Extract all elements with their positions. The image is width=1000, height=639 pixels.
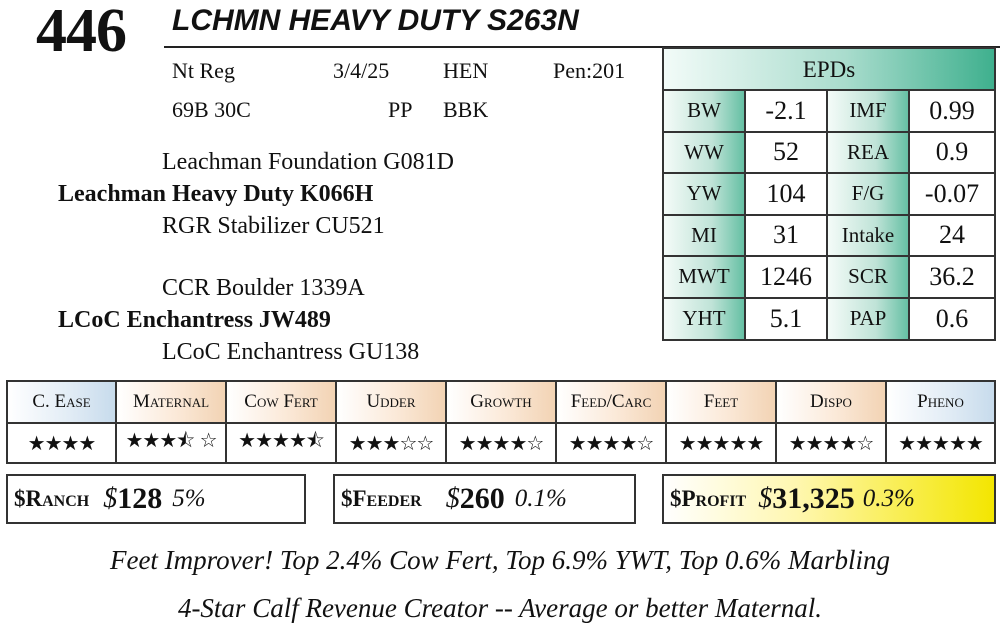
epd-label-fg: F/G [828, 174, 910, 216]
epd-value-bw: -2.1 [746, 91, 828, 133]
trait-label-growth: Growth [447, 382, 557, 422]
epd-label-mwt: MWT [664, 257, 746, 299]
epd-value-imf: 0.99 [910, 91, 994, 133]
pedigree-sire: Leachman Heavy Duty K066H [58, 181, 374, 207]
pedigree-dam-sire: CCR Boulder 1339A [162, 275, 365, 301]
epd-label-pap: PAP [828, 298, 910, 339]
epd-title: EPDs [664, 49, 994, 91]
feeder-value: 260 [459, 482, 505, 515]
trait-label-dispo: Dispo [777, 382, 887, 422]
epd-value-mwt: 1246 [746, 257, 828, 299]
feeder-dollar-sign: $ [445, 483, 460, 514]
polled-status: PP [388, 97, 413, 122]
profit-dollar-sign: $ [758, 483, 773, 514]
registration: Nt Reg [172, 58, 235, 83]
pedigree-dam-dam: LCoC Enchantress GU138 [162, 339, 420, 365]
pen-number: Pen:201 [553, 58, 626, 83]
epd-value-rea: 0.9 [910, 132, 994, 174]
pedigree-dam: LCoC Enchantress JW489 [58, 307, 331, 333]
feeder-value-box: $Feeder $ 260 0.1% [333, 474, 636, 524]
highlight-note-1: Feet Improver! Top 2.4% Cow Fert, Top 6.… [109, 545, 891, 575]
tag-number: 69B 30C [172, 97, 251, 122]
profit-value-box: $Profit $ 31,325 0.3% [662, 474, 996, 524]
epd-label-yw: YW [664, 174, 746, 216]
animal-name: LCHMN HEAVY DUTY S263N [172, 4, 579, 37]
epd-value-fg: -0.07 [910, 174, 994, 216]
trait-stars-udder: ★★★☆☆ [337, 422, 447, 462]
pedigree-sire-sire: Leachman Foundation G081D [162, 149, 454, 175]
profit-label: $Profit [670, 486, 747, 511]
coat-color: BBK [443, 97, 489, 122]
profit-value: 31,325 [772, 482, 855, 515]
feeder-percentile: 0.1% [514, 485, 567, 512]
ranch-dollar-sign: $ [103, 483, 118, 514]
trait-label-cow-fert: Cow Fert [227, 382, 337, 422]
trait-label-udder: Udder [337, 382, 447, 422]
epd-value-yw: 104 [746, 174, 828, 216]
ranch-value: 128 [117, 482, 163, 515]
trait-stars-cow-fert: ★★★★⯪ [227, 422, 337, 462]
epd-label-mi: MI [664, 215, 746, 257]
epd-value-mi: 31 [746, 215, 828, 257]
profit-percentile: 0.3% [862, 485, 915, 512]
epd-value-ww: 52 [746, 132, 828, 174]
epd-value-intake: 24 [910, 215, 994, 257]
trait-stars-growth: ★★★★☆ [447, 422, 557, 462]
trait-stars-maternal: ★★★⯪ ☆ [117, 422, 227, 462]
trait-label-maternal: Maternal [117, 382, 227, 422]
trait-stars-c-ease: ★★★★ [8, 422, 117, 462]
trait-stars-feet: ★★★★★ [667, 422, 777, 462]
lot-number: 446 [36, 0, 127, 65]
trait-label-feet: Feet [667, 382, 777, 422]
epd-label-yht: YHT [664, 298, 746, 339]
trait-stars-pheno: ★★★★★ [887, 422, 994, 462]
epd-label-imf: IMF [828, 91, 910, 133]
epd-value-yht: 5.1 [746, 298, 828, 339]
epd-label-rea: REA [828, 132, 910, 174]
ranch-label: $Ranch [14, 486, 90, 511]
ranch-value-box: $Ranch $ 128 5% [6, 474, 306, 524]
trait-label-feed-carc: Feed/Carc [557, 382, 667, 422]
trait-ratings-table: C. Ease Maternal Cow Fert Udder Growth F… [6, 380, 996, 464]
birth-date: 3/4/25 [333, 58, 390, 83]
trait-stars-feed-carc: ★★★★☆ [557, 422, 667, 462]
herd-code: HEN [443, 58, 489, 83]
epd-label-bw: BW [664, 91, 746, 133]
epd-label-scr: SCR [828, 257, 910, 299]
epd-label-ww: WW [664, 132, 746, 174]
pedigree-sire-dam: RGR Stabilizer CU521 [162, 213, 385, 239]
epd-table: EPDs BW -2.1 IMF 0.99 WW 52 REA 0.9 YW 1… [662, 47, 996, 341]
ranch-percentile: 5% [172, 485, 206, 512]
epd-value-pap: 0.6 [910, 298, 994, 339]
highlight-note-2: 4-Star Calf Revenue Creator -- Average o… [177, 593, 823, 623]
epd-label-intake: Intake [828, 215, 910, 257]
header-divider [164, 46, 1000, 48]
trait-stars-dispo: ★★★★☆ [777, 422, 887, 462]
trait-label-c-ease: C. Ease [8, 382, 117, 422]
feeder-label: $Feeder [341, 486, 422, 511]
trait-label-pheno: Pheno [887, 382, 994, 422]
epd-value-scr: 36.2 [910, 257, 994, 299]
